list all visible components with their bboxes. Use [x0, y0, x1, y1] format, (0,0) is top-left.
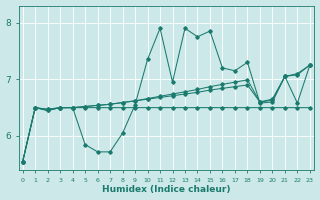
X-axis label: Humidex (Indice chaleur): Humidex (Indice chaleur)	[102, 185, 230, 194]
